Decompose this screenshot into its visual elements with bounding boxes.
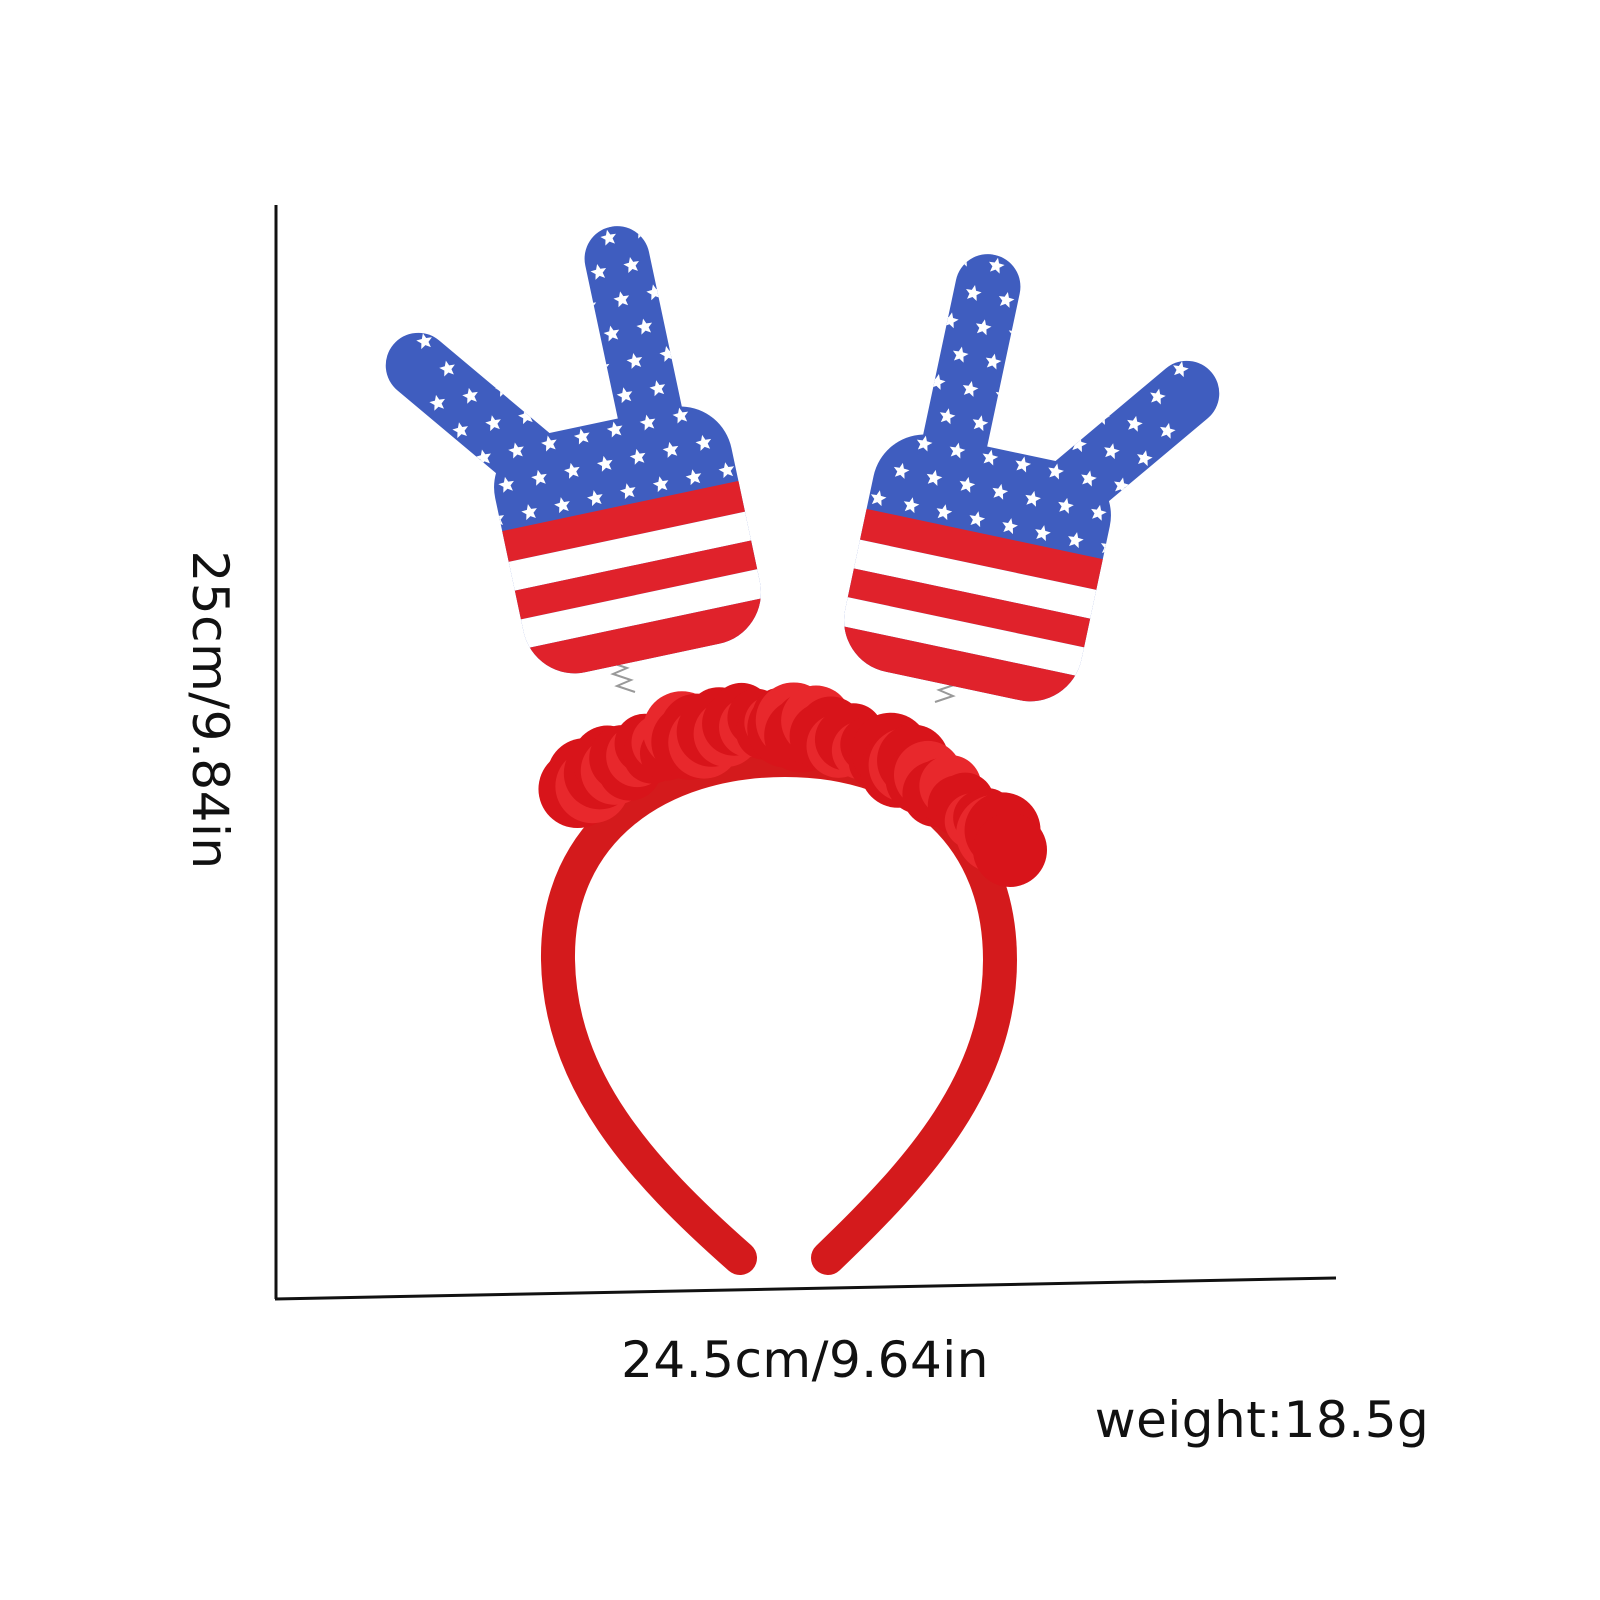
left-peace-hand — [331, 134, 902, 746]
width-axis-line — [274, 1276, 1337, 1301]
weight-label: weight:18.5g — [1094, 1391, 1430, 1449]
feather-trim — [538, 682, 1047, 887]
feather-puff — [973, 813, 1047, 887]
height-dimension-label: 25cm/9.84in — [181, 550, 239, 870]
width-dimension-label: 24.5cm/9.64in — [621, 1331, 989, 1389]
headband — [540, 742, 1018, 1275]
right-peace-hand — [702, 162, 1273, 774]
